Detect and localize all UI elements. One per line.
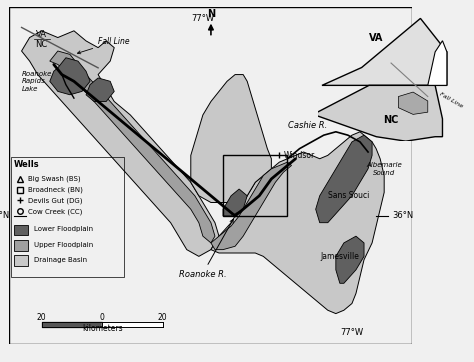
- Bar: [13, 240, 27, 251]
- Text: Jamesville: Jamesville: [320, 252, 359, 261]
- Polygon shape: [223, 189, 247, 216]
- Text: Albemarle
Sound: Albemarle Sound: [366, 162, 402, 176]
- Polygon shape: [50, 58, 90, 95]
- Text: kilometers: kilometers: [82, 324, 122, 333]
- Text: Windsor: Windsor: [283, 151, 315, 160]
- Bar: [11, 157, 124, 277]
- Text: 77°W: 77°W: [340, 328, 364, 337]
- Text: NC: NC: [383, 115, 399, 125]
- Polygon shape: [336, 236, 364, 283]
- Polygon shape: [316, 135, 372, 223]
- Text: Cow Creek (CC): Cow Creek (CC): [27, 208, 82, 215]
- Polygon shape: [22, 31, 219, 256]
- Text: 20: 20: [158, 313, 167, 322]
- Text: VA: VA: [369, 33, 383, 43]
- Text: Devils Gut (DG): Devils Gut (DG): [27, 197, 82, 204]
- Text: 36°N: 36°N: [392, 211, 413, 220]
- Text: 0: 0: [100, 313, 105, 322]
- Text: Fall Line: Fall Line: [438, 91, 463, 109]
- Text: 20: 20: [37, 313, 46, 322]
- Text: Big Swash (BS): Big Swash (BS): [27, 176, 80, 182]
- Polygon shape: [191, 75, 271, 202]
- Bar: [13, 225, 27, 236]
- Text: Drainage Basin: Drainage Basin: [34, 257, 87, 263]
- Polygon shape: [322, 18, 447, 85]
- Bar: [13, 255, 27, 266]
- Text: VA: VA: [36, 30, 47, 39]
- Text: NC: NC: [36, 40, 48, 49]
- Text: 36°N: 36°N: [0, 211, 9, 220]
- Text: Cashie R.: Cashie R.: [288, 121, 327, 130]
- Text: N: N: [207, 9, 215, 19]
- Text: Upper Floodplain: Upper Floodplain: [34, 241, 93, 248]
- Text: Wells: Wells: [13, 160, 39, 169]
- Text: Lower Floodplain: Lower Floodplain: [34, 227, 93, 232]
- Polygon shape: [50, 51, 215, 243]
- Text: Fall Line: Fall Line: [77, 37, 130, 54]
- Text: Broadneck (BN): Broadneck (BN): [27, 186, 82, 193]
- Text: Sans Souci: Sans Souci: [328, 191, 369, 200]
- Polygon shape: [86, 78, 114, 101]
- Bar: [223, 155, 287, 216]
- Text: Roanoke R.: Roanoke R.: [179, 219, 233, 279]
- Polygon shape: [211, 132, 384, 313]
- Text: Roanoke
Rapids
Lake: Roanoke Rapids Lake: [22, 71, 52, 92]
- Polygon shape: [428, 41, 447, 85]
- Text: 77°W: 77°W: [191, 14, 214, 23]
- Polygon shape: [313, 85, 443, 141]
- Polygon shape: [399, 92, 428, 114]
- Polygon shape: [211, 162, 292, 250]
